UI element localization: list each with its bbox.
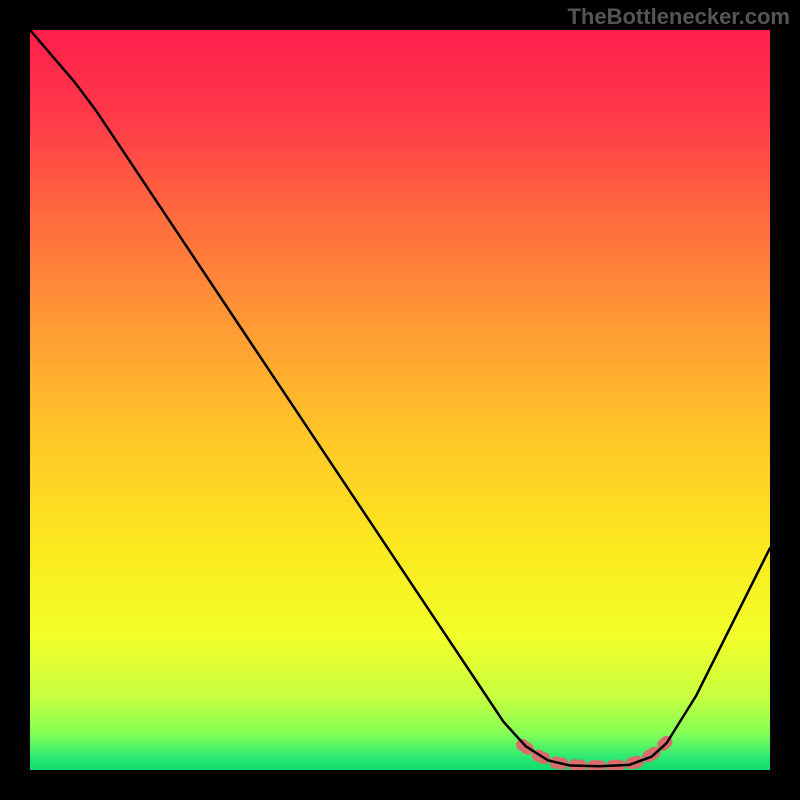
- chart-container: TheBottlenecker.com: [0, 0, 800, 800]
- plot-area: [30, 30, 770, 770]
- curve-layer: [30, 30, 770, 770]
- watermark-text: TheBottlenecker.com: [567, 4, 790, 30]
- bottleneck-curve: [30, 30, 770, 766]
- highlight-curve: [522, 742, 666, 766]
